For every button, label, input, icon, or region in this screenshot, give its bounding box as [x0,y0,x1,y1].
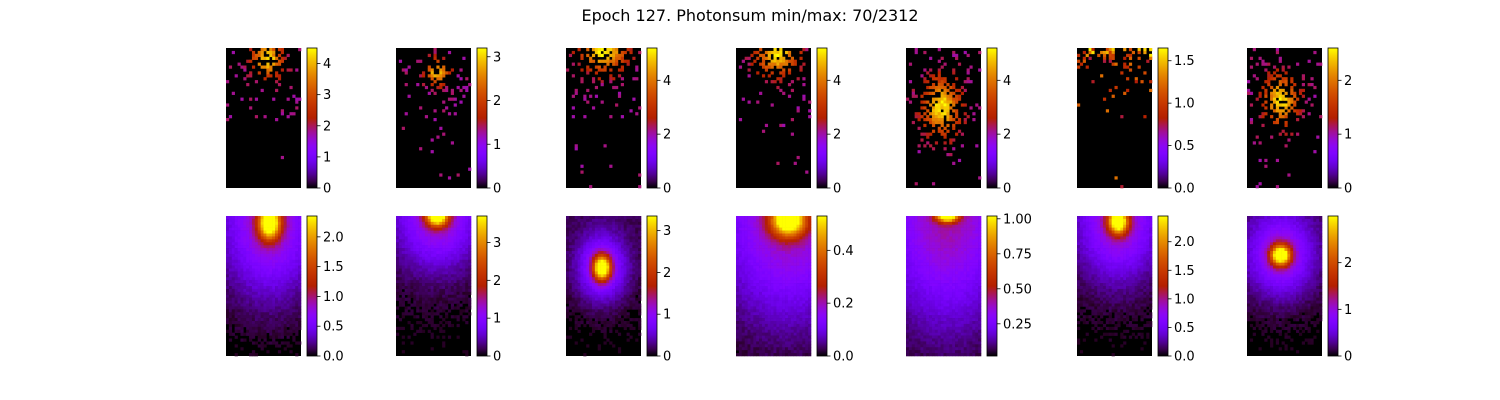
colorbar-tick-label: 1 [493,138,501,153]
colorbar-tick-label: 0.5 [323,320,344,335]
panel-1-0: 0.0 0.5 1.0 1.5 2.0 [226,215,344,365]
colorbar: 0 2 4 [816,47,841,197]
colorbar-tick-label: 3 [493,50,501,65]
heatmap-image [226,216,302,357]
panel-1-5: 0.0 0.5 1.0 1.5 2.0 [1077,215,1195,365]
colorbar-tick-label: 1.5 [323,260,344,275]
colorbar-tick-label: 1.0 [1174,97,1195,112]
colorbar-tick-label: 0.5 [1174,139,1195,154]
figure-title: Epoch 127. Photonsum min/max: 70/2312 [581,6,919,25]
colorbar-tick-label: 0.50 [1003,282,1032,297]
colorbar: 0 1 2 [1327,47,1352,197]
colorbar-tick-label: 4 [1003,74,1011,89]
colorbar-tick-label: 0.0 [1174,182,1195,197]
colorbar: 0 1 2 3 [476,215,501,365]
colorbar-tick-label: 0.75 [1003,247,1032,262]
colorbar: 0 2 4 [646,47,671,197]
colorbar-tick-label: 2 [323,119,331,134]
colorbar-tick-label: 1.0 [323,290,344,305]
colorbar-tick-label: 1 [323,150,331,165]
colorbar-tick-label: 1.00 [1003,212,1032,227]
colorbar-tick-label: 4 [323,57,331,72]
colorbar-tick-label: 0.25 [1003,317,1032,332]
colorbar-tick-label: 0 [493,350,501,365]
colorbar-tick-label: 3 [663,224,671,239]
colorbar-tick-label: 1.5 [1174,264,1195,279]
colorbar-tick-label: 0.5 [1174,321,1195,336]
colorbar-tick-label: 0.0 [323,350,344,365]
heatmap-image [1077,48,1153,189]
panel-0-6: 0 1 2 [1247,47,1352,197]
colorbar-tick-label: 2 [1003,128,1011,143]
colorbar: 0 1 2 3 [646,215,671,365]
colorbar-tick-label: 2.0 [323,230,344,245]
colorbar: 0 2 4 [986,47,1011,197]
heatmap-image [1247,48,1323,189]
heatmap-image [906,48,982,188]
colorbar-tick-label: 2 [493,94,501,109]
colorbar-tick-label: 2 [1344,256,1352,271]
colorbar-tick-label: 2 [663,266,671,281]
colorbar-tick-label: 0 [1003,182,1011,197]
heatmap-image [396,216,472,357]
colorbar-tick-label: 2 [663,128,671,143]
panel-0-5: 0.0 0.5 1.0 1.5 [1077,47,1195,197]
panel-1-2: 0 1 2 3 [566,215,671,365]
colorbar-tick-label: 0 [663,182,671,197]
colorbar-tick-label: 0 [1344,350,1352,365]
heatmap-image [396,48,472,188]
colorbar: 0.25 0.50 0.75 1.00 [986,212,1032,357]
colorbar-tick-label: 1 [1344,128,1352,143]
colorbar: 0 1 2 [1327,215,1352,365]
colorbar-tick-label: 0 [663,350,671,365]
colorbar-tick-label: 0 [833,182,841,197]
colorbar: 0 1 2 3 4 [306,47,331,197]
panel-1-4: 0.25 0.50 0.75 1.00 [906,212,1032,357]
heatmap-image [1077,216,1153,357]
colorbar-tick-label: 1 [663,308,671,323]
panel-1-6: 0 1 2 [1247,215,1352,365]
colorbar-tick-label: 0.4 [833,244,854,259]
colorbar: 0 1 2 3 [476,47,501,197]
panel-0-1: 0 1 2 3 [396,47,501,197]
colorbar-tick-label: 2 [1344,74,1352,89]
heatmap-image [226,48,302,188]
colorbar-tick-label: 4 [833,74,841,89]
colorbar-tick-label: 0.2 [833,297,854,312]
colorbar-tick-label: 0 [323,182,331,197]
heatmap-image [906,216,982,357]
colorbar-tick-label: 2 [833,128,841,143]
heatmap-image [566,216,642,357]
colorbar-tick-label: 0 [1344,182,1352,197]
panel-0-4: 0 2 4 [906,47,1011,197]
colorbar-tick-label: 1.0 [1174,292,1195,307]
colorbar-tick-label: 3 [493,236,501,251]
colorbar-tick-label: 2 [493,274,501,289]
colorbar-tick-label: 0.0 [833,350,854,365]
colorbar-tick-label: 1 [1344,303,1352,318]
panel-0-0: 0 1 2 3 4 [226,47,331,197]
colorbar: 0.0 0.5 1.0 1.5 2.0 [1157,215,1195,365]
heatmap-image [566,48,642,189]
colorbar: 0.0 0.2 0.4 [816,215,854,365]
colorbar-tick-label: 3 [323,88,331,103]
colorbar: 0.0 0.5 1.0 1.5 [1157,47,1195,197]
colorbar-tick-label: 1 [493,312,501,327]
heatmap-image [1247,216,1323,356]
heatmap-image [736,48,812,188]
panel-0-3: 0 2 4 [736,47,841,197]
panel-0-2: 0 2 4 [566,47,671,197]
colorbar-tick-label: 1.5 [1174,54,1195,69]
panel-1-1: 0 1 2 3 [396,215,501,365]
colorbar: 0.0 0.5 1.0 1.5 2.0 [306,215,344,365]
colorbar-tick-label: 0 [493,182,501,197]
colorbar-tick-label: 2.0 [1174,235,1195,250]
panel-1-3: 0.0 0.2 0.4 [736,215,854,365]
colorbar-tick-label: 0.0 [1174,350,1195,365]
heatmap-image [736,216,812,357]
colorbar-tick-label: 4 [663,74,671,89]
